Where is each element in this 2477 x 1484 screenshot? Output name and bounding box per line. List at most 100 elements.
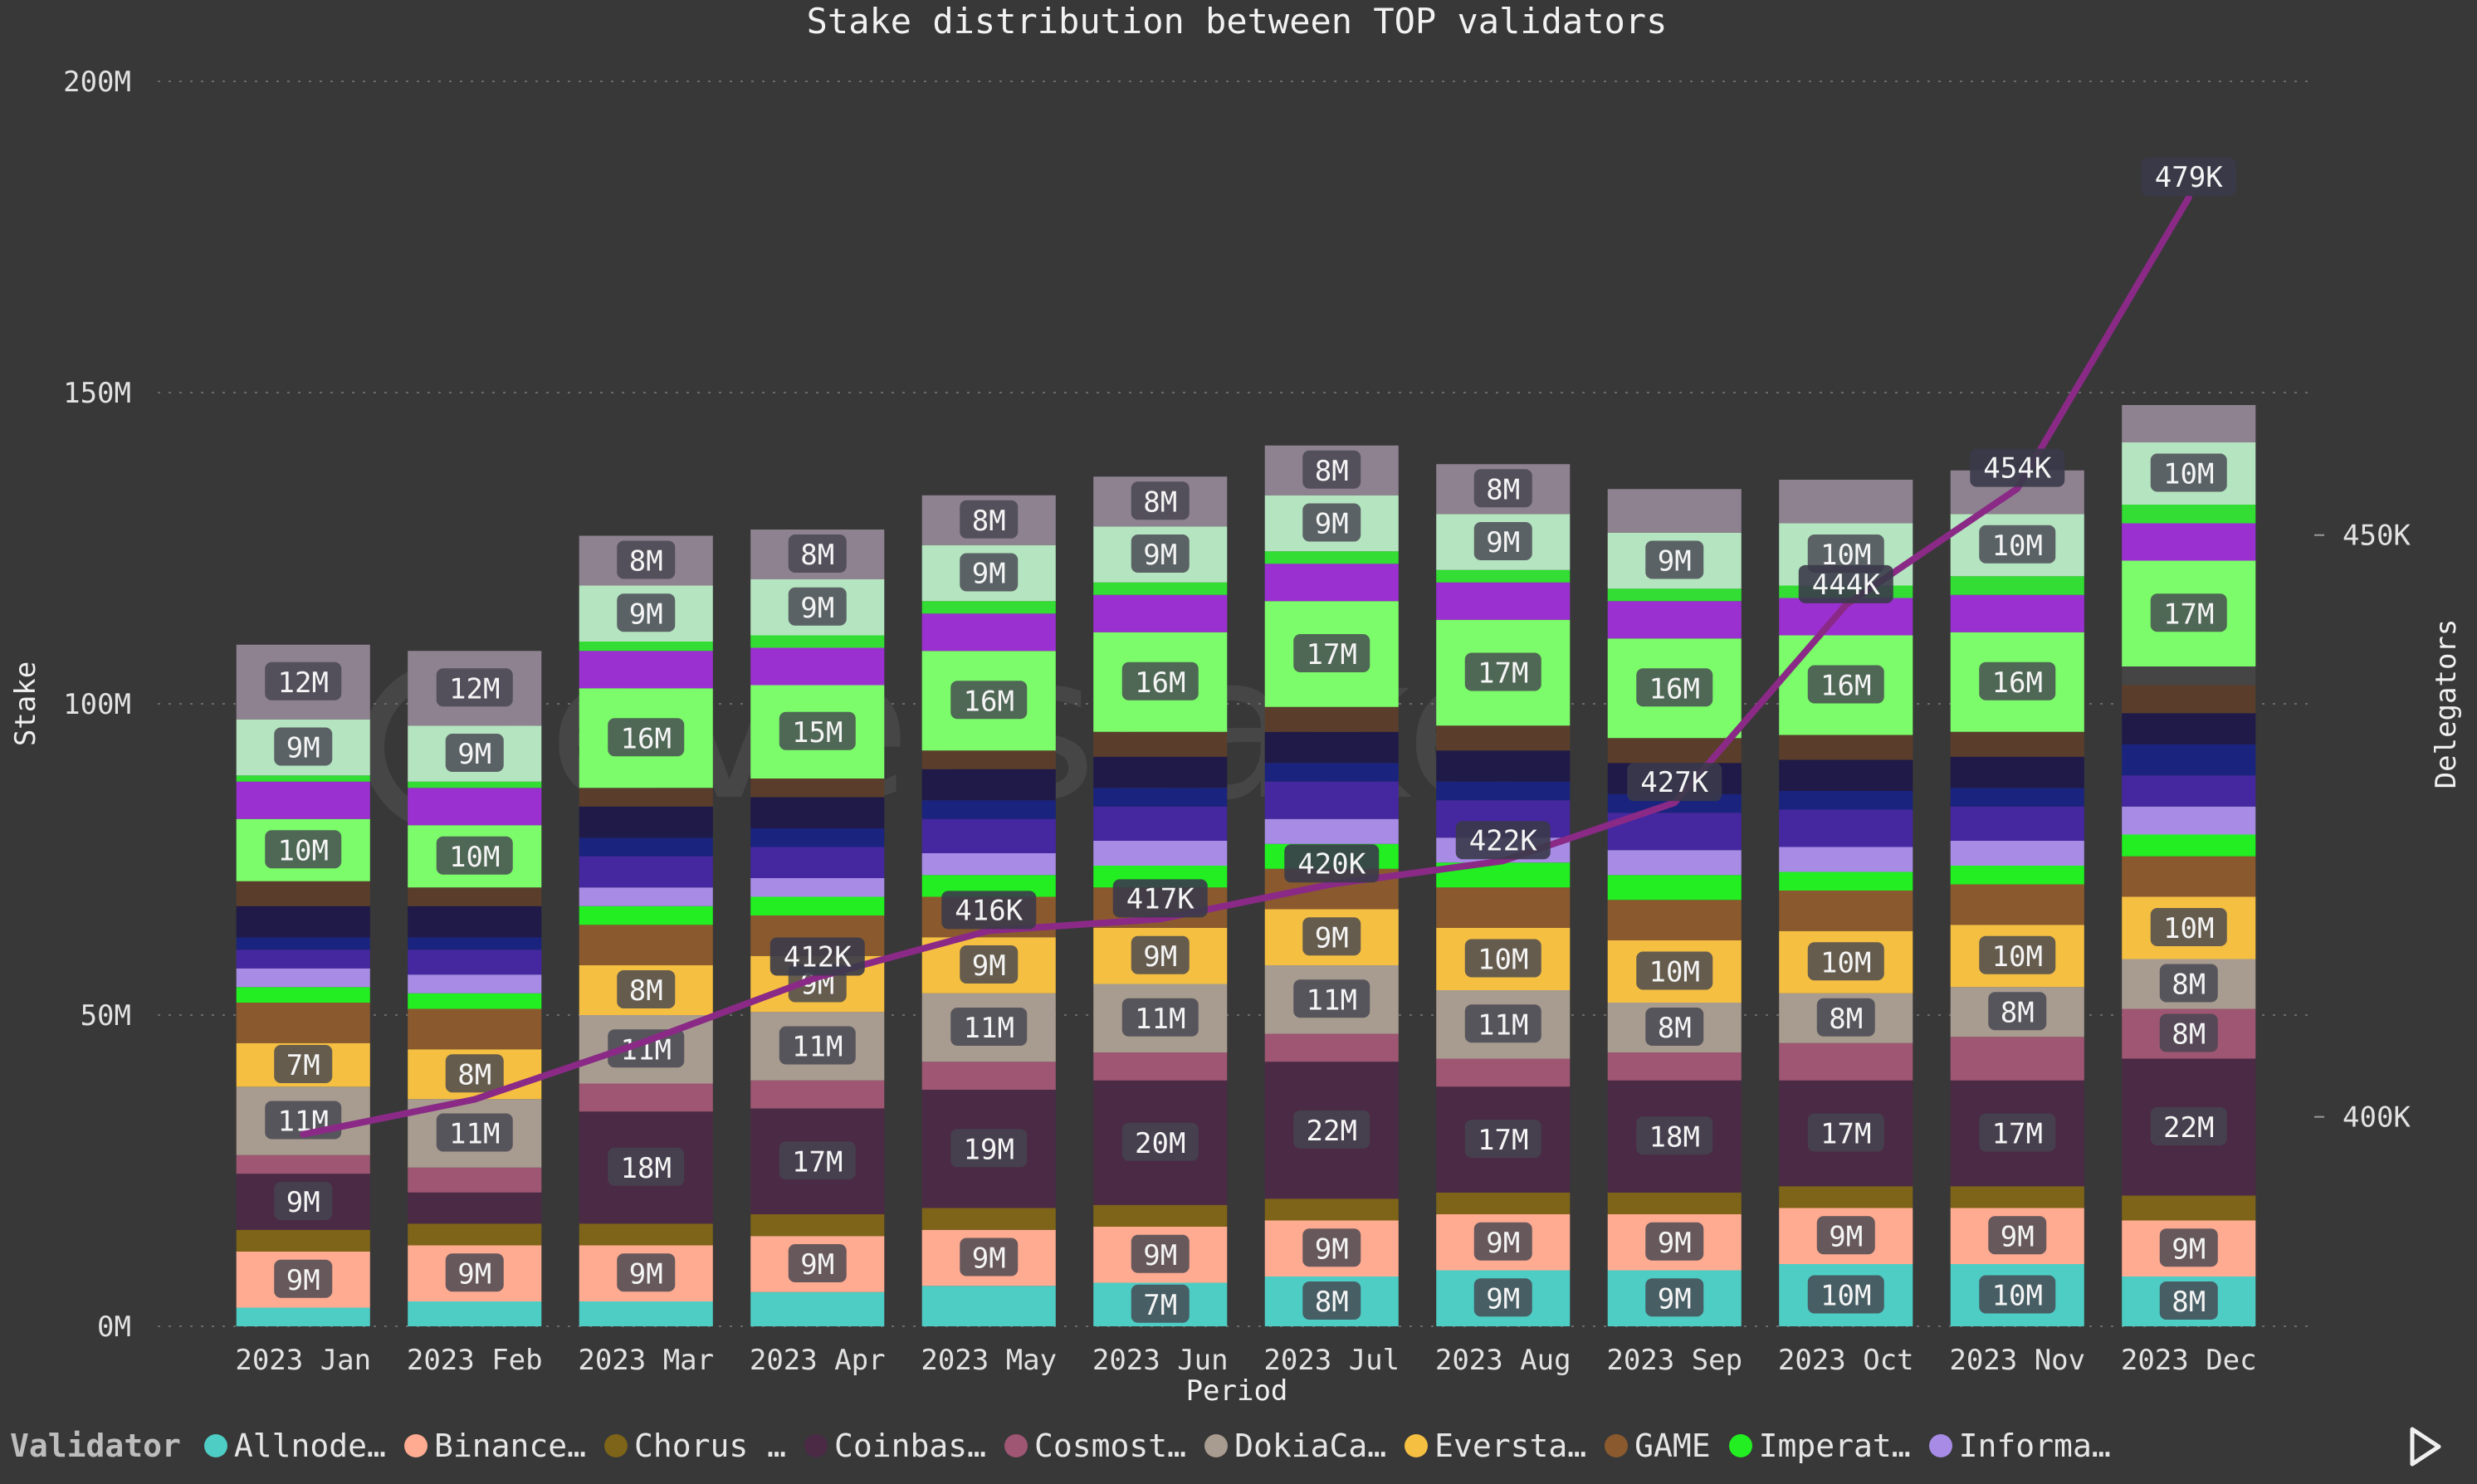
value-label-bg <box>1473 1278 1532 1317</box>
legend-item[interactable]: Binance… <box>403 1428 586 1464</box>
legend-label: Informa… <box>1958 1428 2111 1464</box>
bar-segment <box>1093 1052 1228 1081</box>
delegator-label: 427K <box>1640 766 1708 799</box>
bar-segment <box>236 906 370 938</box>
bar-segment <box>1093 788 1228 807</box>
legend-item[interactable]: Cosmost… <box>1004 1428 1186 1464</box>
delegator-label: 417K <box>1126 882 1195 915</box>
bar-segment <box>1093 1204 1228 1227</box>
legend-item[interactable]: DokiaCa… <box>1204 1428 1386 1464</box>
value-label: 7M <box>286 1049 320 1082</box>
value-label: 12M <box>278 666 329 700</box>
value-label: 10M <box>1992 940 2043 974</box>
value-label-bg <box>445 1253 504 1292</box>
bar-segment <box>1264 781 1399 819</box>
value-label-bg <box>1131 535 1190 573</box>
y2-tick-label: 450K <box>2343 520 2411 553</box>
bar-segment <box>236 949 370 969</box>
value-label-bg <box>274 1182 333 1220</box>
bar-segment <box>579 1301 713 1326</box>
legend-label: Coinbas… <box>834 1428 987 1464</box>
value-label: 17M <box>1820 1118 1871 1151</box>
value-label-bg <box>1302 503 1361 542</box>
legend-items: Allnode… Binance… Chorus … Coinbas… Cosmost…… <box>203 1428 2111 1464</box>
legend-item[interactable]: Eversta… <box>1405 1428 1586 1464</box>
legend-item[interactable]: Chorus … <box>603 1428 786 1464</box>
bar-segment <box>2122 666 2256 686</box>
bar-segment <box>1950 866 2084 885</box>
legend-item[interactable]: Informa… <box>1928 1428 2111 1464</box>
value-label-bg <box>950 1008 1028 1046</box>
bar-segment <box>1607 489 1742 533</box>
bar-segment <box>579 887 713 906</box>
value-label: 9M <box>1143 940 1177 974</box>
bar-segment <box>236 1003 370 1043</box>
y-tick-label: 150M <box>63 377 131 410</box>
legend-label: Allnode… <box>233 1428 386 1464</box>
value-label: 10M <box>2163 458 2214 491</box>
value-label-bg <box>265 830 342 869</box>
bar-segment <box>1950 1186 2084 1208</box>
value-label-bg <box>1302 917 1361 956</box>
value-label: 9M <box>286 1264 320 1297</box>
bar-segment <box>1950 841 2084 866</box>
value-label-bg <box>1979 1113 2056 1152</box>
value-label-bg <box>1464 939 1541 978</box>
y2-tick-label: 400K <box>2343 1101 2411 1135</box>
legend-item[interactable]: Imperat… <box>1728 1428 1911 1464</box>
x-tick-label: 2023 Jan <box>235 1344 371 1377</box>
value-label-bg <box>1645 1222 1704 1261</box>
play-triangle-icon[interactable] <box>2407 1426 2444 1467</box>
bar-segment <box>579 642 713 652</box>
bar-segment <box>236 1154 370 1174</box>
value-label: 9M <box>1829 1220 1863 1253</box>
x-tick-label: 2023 Aug <box>1435 1344 1571 1377</box>
bar-segment <box>579 651 713 689</box>
bar-segment <box>1607 875 1742 901</box>
bar-segment <box>408 1167 542 1193</box>
bar-stacks: 9M 9M 11M 7M 10M 9M 12M 9M 11M 8M 10M 9M 12M 9M 18M 11M… <box>236 405 2256 1326</box>
value-label-bg <box>445 734 504 772</box>
x-tick-label: 2023 Oct <box>1778 1344 1914 1377</box>
legend-dot <box>203 1434 227 1457</box>
bar-segment <box>1264 564 1399 602</box>
value-label: 9M <box>1143 1239 1177 1272</box>
bar-segment <box>1436 725 1571 751</box>
bar-segment <box>408 993 542 1009</box>
legend-dot <box>603 1434 628 1457</box>
legend-item[interactable]: GAME <box>1605 1428 1711 1464</box>
stake-chart: Stake distribution between TOP validator… <box>9 1 2463 1408</box>
legend-item[interactable]: Coinbas… <box>804 1428 986 1464</box>
value-label: 17M <box>2163 598 2214 631</box>
legend-dot <box>1405 1434 1429 1457</box>
legend-dot <box>1928 1434 1952 1457</box>
value-label-bg <box>1979 661 2056 701</box>
value-label-bg <box>1636 951 1713 990</box>
value-label-bg <box>960 553 1019 592</box>
legend-title: Validator <box>10 1428 181 1464</box>
value-label: 18M <box>1649 1120 1700 1154</box>
value-label: 9M <box>1486 526 1520 559</box>
value-label-bg <box>788 587 847 626</box>
value-label-bg <box>1816 998 1875 1037</box>
legend-label: Cosmost… <box>1034 1428 1187 1464</box>
value-label: 15M <box>792 716 843 749</box>
y-tick-label: 0M <box>97 1311 131 1344</box>
delegator-label-bg <box>2141 158 2236 197</box>
bar-segment <box>1950 731 2084 757</box>
legend-dot <box>403 1434 427 1457</box>
value-label-bg <box>1807 1113 1884 1152</box>
bar-segment <box>2122 523 2256 561</box>
x-tick-label: 2023 Dec <box>2121 1344 2257 1377</box>
value-label-bg <box>1121 661 1199 701</box>
value-label-bg <box>2159 1281 2218 1320</box>
bar-segment <box>1436 887 1571 928</box>
value-label: 8M <box>972 505 1006 538</box>
legend-item[interactable]: Allnode… <box>203 1428 386 1464</box>
value-label-bg <box>1807 535 1884 573</box>
y-tick-label: 50M <box>81 999 131 1032</box>
delegator-label-bg <box>1798 564 1893 603</box>
chart-title: Stake distribution between TOP validator… <box>807 1 1668 41</box>
value-label-bg <box>1988 992 2047 1031</box>
value-label: 9M <box>1658 1227 1692 1260</box>
